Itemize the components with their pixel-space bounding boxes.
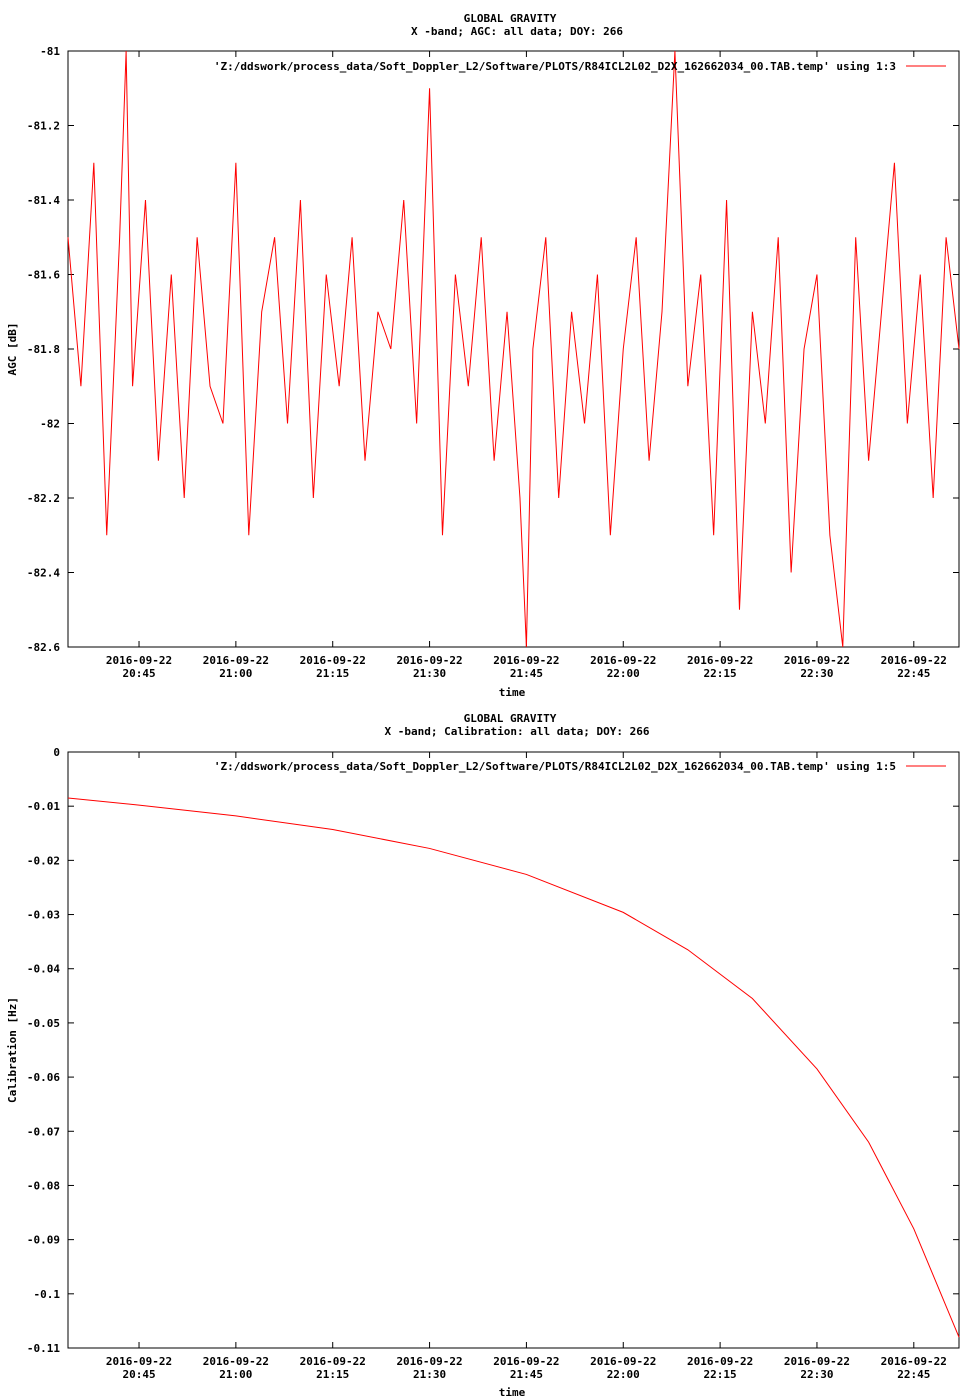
agc-chart: GLOBAL GRAVITY X -band; AGC: all data; D… (6, 12, 960, 699)
y-tick-label: -0.09 (27, 1234, 60, 1247)
x-tick-time-label: 22:00 (607, 1368, 640, 1381)
x-tick-date-label: 2016-09-22 (396, 654, 462, 667)
chart2-xlabel: time (499, 1386, 526, 1399)
chart2-title: GLOBAL GRAVITY (464, 712, 557, 725)
x-tick-time-label: 21:15 (316, 1368, 349, 1381)
x-tick-date-label: 2016-09-22 (300, 1355, 366, 1368)
y-tick-label: 0 (53, 746, 60, 759)
x-tick-time-label: 21:45 (510, 1368, 543, 1381)
x-tick-time-label: 21:00 (219, 1368, 252, 1381)
chart1-subtitle: X -band; AGC: all data; DOY: 266 (411, 25, 623, 38)
y-tick-label: -0.05 (27, 1017, 60, 1030)
y-tick-label: -0.11 (27, 1342, 60, 1355)
x-tick-date-label: 2016-09-22 (106, 654, 172, 667)
y-tick-label: -82.4 (27, 567, 60, 580)
y-tick-label: -0.03 (27, 909, 60, 922)
y-tick-label: -81 (40, 45, 60, 58)
x-tick-date-label: 2016-09-22 (590, 1355, 656, 1368)
x-tick-date-label: 2016-09-22 (493, 1355, 559, 1368)
x-tick-time-label: 21:30 (413, 1368, 446, 1381)
x-tick-time-label: 22:30 (800, 1368, 833, 1381)
y-tick-label: -81.6 (27, 269, 60, 282)
chart2-plot-frame (67, 751, 960, 1349)
x-tick-time-label: 22:30 (800, 667, 833, 680)
y-tick-label: -82.2 (27, 492, 60, 505)
y-tick-label: -81.8 (27, 343, 60, 356)
chart2-x-axis: 2016-09-2220:452016-09-2221:002016-09-22… (106, 752, 947, 1381)
x-tick-date-label: 2016-09-22 (687, 654, 753, 667)
y-tick-label: -81.4 (27, 194, 60, 207)
y-tick-label: -0.02 (27, 854, 60, 867)
x-tick-date-label: 2016-09-22 (784, 1355, 850, 1368)
x-tick-date-label: 2016-09-22 (203, 654, 269, 667)
x-tick-time-label: 21:30 (413, 667, 446, 680)
chart1-title: GLOBAL GRAVITY (464, 12, 557, 25)
x-tick-time-label: 22:45 (897, 667, 930, 680)
chart1-legend-label: 'Z:/ddswork/process_data/Soft_Doppler_L2… (214, 60, 896, 73)
y-tick-label: -0.08 (27, 1179, 60, 1192)
x-tick-time-label: 21:45 (510, 667, 543, 680)
y-tick-label: -82.6 (27, 641, 60, 654)
x-tick-time-label: 20:45 (122, 667, 155, 680)
x-tick-time-label: 22:15 (704, 1368, 737, 1381)
chart2-ylabel: Calibration [Hz] (6, 997, 19, 1103)
y-tick-label: -81.2 (27, 120, 60, 133)
x-tick-time-label: 22:00 (607, 667, 640, 680)
chart1-y-axis: -81 -81.2 -81.4 -81.6 -81.8 -82 -82.2 -82.4 -82.… (27, 45, 959, 654)
x-tick-date-label: 2016-09-22 (203, 1355, 269, 1368)
x-tick-date-label: 2016-09-22 (687, 1355, 753, 1368)
y-tick-label: -0.01 (27, 800, 60, 813)
chart1-xlabel: time (499, 686, 526, 699)
chart1-ylabel: AGC [dB] (6, 323, 19, 376)
chart2-subtitle: X -band; Calibration: all data; DOY: 266 (385, 725, 650, 738)
x-tick-date-label: 2016-09-22 (106, 1355, 172, 1368)
chart2-y-axis: 0 -0.01 -0.02 -0.03 -0.04 -0.05 -0.06 -0.07 -0.0… (27, 746, 959, 1355)
y-tick-label: -82 (40, 418, 60, 431)
chart2-series-line (67, 797, 960, 1338)
y-tick-label: -0.07 (27, 1125, 60, 1138)
chart1-series-line (67, 50, 960, 648)
x-tick-time-label: 21:00 (219, 667, 252, 680)
y-tick-label: -0.1 (34, 1288, 61, 1301)
chart1-x-axis: 2016-09-2220:452016-09-2221:002016-09-22… (106, 51, 947, 680)
y-tick-label: -0.06 (27, 1071, 60, 1084)
x-tick-time-label: 22:15 (704, 667, 737, 680)
x-tick-date-label: 2016-09-22 (300, 654, 366, 667)
x-tick-date-label: 2016-09-22 (784, 654, 850, 667)
x-tick-time-label: 20:45 (122, 1368, 155, 1381)
x-tick-date-label: 2016-09-22 (590, 654, 656, 667)
chart2-legend-label: 'Z:/ddswork/process_data/Soft_Doppler_L2… (214, 760, 896, 773)
x-tick-date-label: 2016-09-22 (881, 1355, 947, 1368)
y-tick-label: -0.04 (27, 963, 60, 976)
x-tick-time-label: 21:15 (316, 667, 349, 680)
x-tick-date-label: 2016-09-22 (396, 1355, 462, 1368)
x-tick-date-label: 2016-09-22 (881, 654, 947, 667)
x-tick-date-label: 2016-09-22 (493, 654, 559, 667)
calibration-chart: GLOBAL GRAVITY X -band; Calibration: all… (6, 712, 960, 1399)
chart1-plot-frame (67, 50, 960, 648)
x-tick-time-label: 22:45 (897, 1368, 930, 1381)
